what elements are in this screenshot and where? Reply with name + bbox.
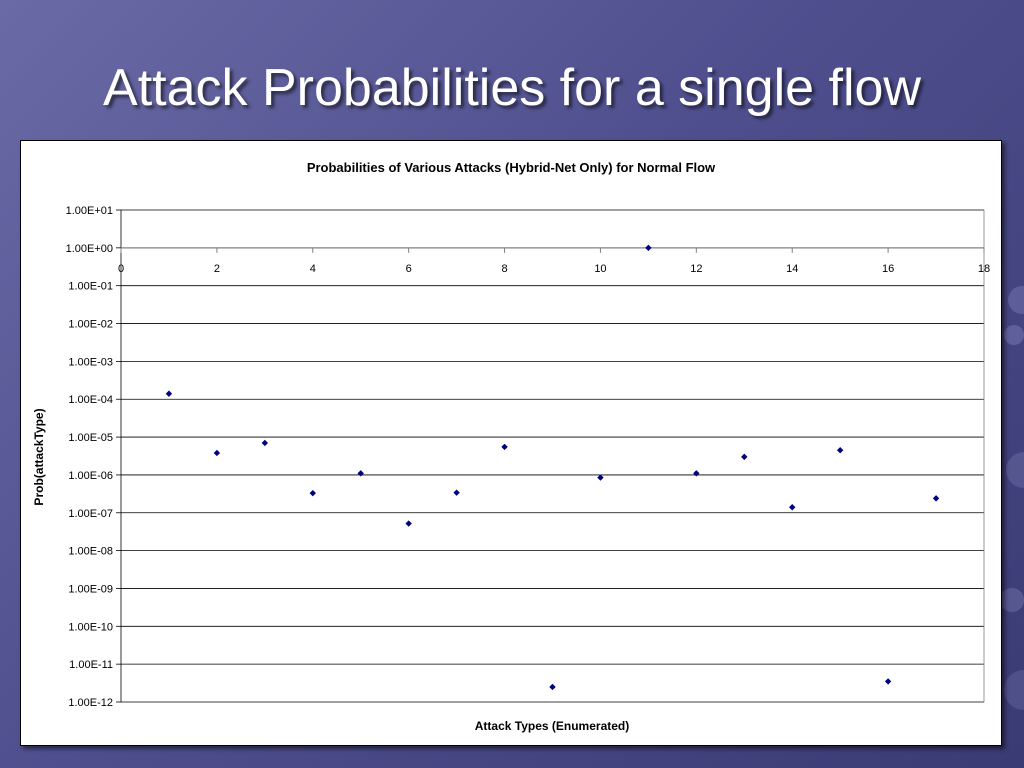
x-tick-label: 10 <box>594 263 606 275</box>
x-tick-label: 12 <box>690 263 702 275</box>
chart-container: Probabilities of Various Attacks (Hybrid… <box>20 140 1002 746</box>
y-tick-label: 1.00E-08 <box>68 546 113 558</box>
chart-title: Probabilities of Various Attacks (Hybrid… <box>307 160 716 175</box>
data-point <box>261 439 269 447</box>
y-tick-label: 1.00E+01 <box>66 205 113 217</box>
data-point <box>789 504 796 511</box>
x-axis-label: Attack Types (Enumerated) <box>475 719 629 733</box>
data-point <box>693 470 700 477</box>
data-point <box>213 449 221 457</box>
y-axis-tick-labels: 1.00E+01 1.00E+00 1.00E-01 1.00E-02 1.00E-03… <box>66 205 113 709</box>
y-tick-label: 1.00E-10 <box>68 621 113 633</box>
y-tick-label: 1.00E-09 <box>68 583 113 595</box>
scatter-chart: Probabilities of Various Attacks (Hybrid… <box>32 160 990 733</box>
x-tick-label: 18 <box>978 263 990 275</box>
y-tick-label: 1.00E-11 <box>69 659 113 671</box>
data-points <box>165 244 940 691</box>
y-axis-label: Prob(attackType) <box>32 408 46 505</box>
x-tick-label: 4 <box>310 263 316 275</box>
y-tick-label: 1.00E-02 <box>68 319 113 331</box>
data-point <box>741 453 748 461</box>
data-point <box>549 683 556 691</box>
x-tick-label: 0 <box>118 263 124 275</box>
data-point <box>309 489 316 497</box>
y-tick-label: 1.00E-06 <box>68 470 113 482</box>
data-point <box>453 489 460 496</box>
x-tick-label: 2 <box>214 263 220 275</box>
data-point <box>932 495 940 502</box>
data-point <box>884 678 892 685</box>
y-tick-label: 1.00E-05 <box>68 432 113 444</box>
y-tick-label: 1.00E-03 <box>68 356 113 368</box>
data-point <box>405 520 412 527</box>
y-tick-label: 1.00E+00 <box>66 243 113 255</box>
x-tick-label: 6 <box>406 263 412 275</box>
x-tick-label: 8 <box>501 263 507 275</box>
x-tick-label: 14 <box>786 263 798 275</box>
y-tick-label: 1.00E-04 <box>68 394 113 406</box>
data-point <box>836 447 844 454</box>
x-tick-label: 16 <box>882 263 894 275</box>
y-tick-label: 1.00E-12 <box>68 697 113 709</box>
slide-title: Attack Probabilities for a single flow <box>103 59 921 117</box>
data-point <box>165 390 173 397</box>
grid-lines <box>116 209 985 703</box>
data-point <box>501 443 508 451</box>
x-axis: 0 2 4 6 8 10 12 14 16 18 <box>118 247 990 275</box>
data-point <box>597 474 604 481</box>
y-tick-label: 1.00E-01 <box>68 281 113 293</box>
data-point <box>645 244 652 252</box>
data-point <box>357 470 364 477</box>
y-tick-label: 1.00E-07 <box>68 508 113 520</box>
